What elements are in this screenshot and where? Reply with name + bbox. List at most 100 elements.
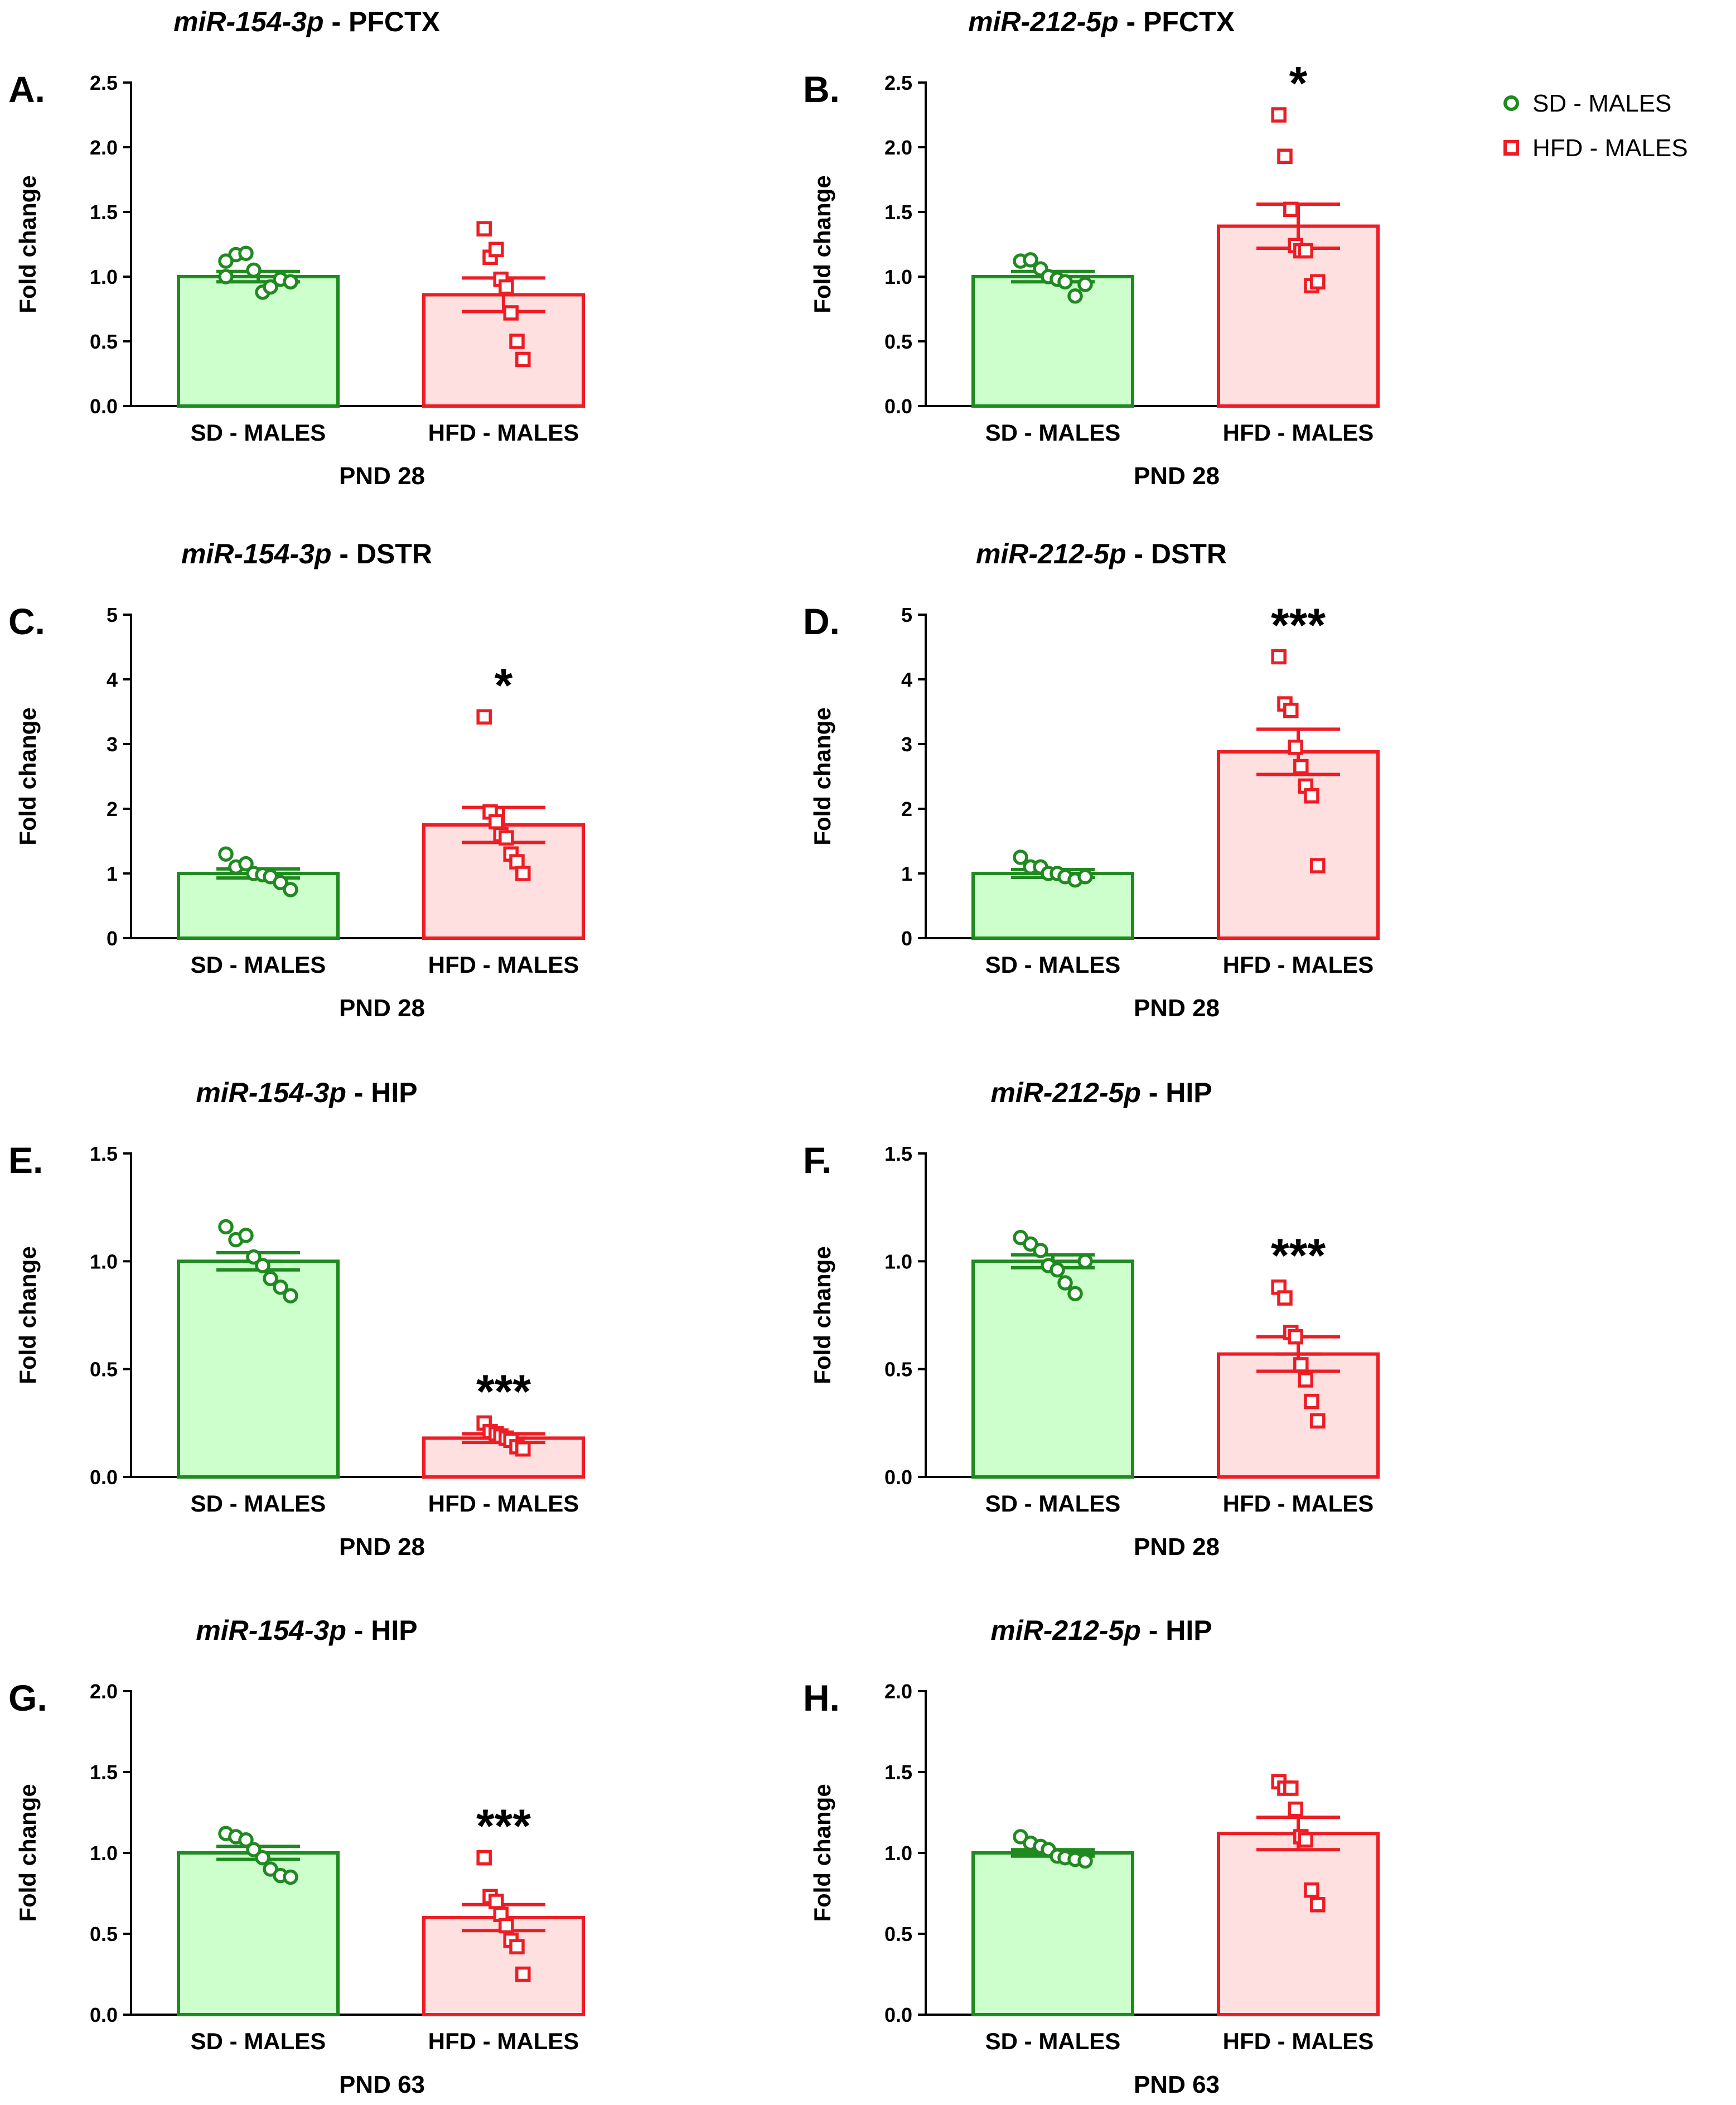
data-point-hfd xyxy=(489,242,504,258)
bar-sd xyxy=(177,1851,340,2016)
y-tick-label: 5 xyxy=(901,604,912,626)
y-tick-label: 3 xyxy=(901,733,912,756)
y-axis-label: Fold change xyxy=(809,175,835,313)
data-point-sd xyxy=(273,875,288,890)
legend: SD - MALES HFD - MALES xyxy=(1503,90,1688,162)
data-point-sd xyxy=(1023,252,1038,268)
data-point-hfd xyxy=(1293,1357,1309,1373)
data-point-hfd xyxy=(1283,702,1299,718)
significance-marker: *** xyxy=(1271,1229,1326,1282)
data-point-hfd xyxy=(1298,1832,1313,1848)
legend-item-sd: SD - MALES xyxy=(1503,90,1671,117)
y-tick-label: 4 xyxy=(107,668,118,691)
data-point-sd xyxy=(283,274,298,290)
data-point-hfd xyxy=(1283,201,1299,218)
x-category-label: SD - MALES xyxy=(191,2028,326,2054)
panel-letter: G. xyxy=(8,1677,47,1718)
panel-title: miR-154-3p - HIP xyxy=(196,1077,417,1108)
x-category-label: HFD - MALES xyxy=(1223,1490,1374,1517)
y-axis-label: Fold change xyxy=(14,707,41,845)
panel-title: miR-154-3p - PFCTX xyxy=(173,6,440,37)
data-point-hfd xyxy=(489,1894,504,1909)
x-category-label: SD - MALES xyxy=(985,2028,1121,2054)
data-point-sd xyxy=(1077,869,1093,885)
data-point-hfd xyxy=(1298,243,1313,259)
significance-marker: *** xyxy=(1271,598,1326,651)
x-category-label: HFD - MALES xyxy=(428,952,579,978)
panel-title: miR-212-5p - HIP xyxy=(990,1077,1212,1108)
data-point-sd xyxy=(1067,1286,1083,1302)
y-tick-label: 2.0 xyxy=(90,1680,118,1703)
x-category-label: HFD - MALES xyxy=(1223,952,1374,978)
significance-marker: *** xyxy=(476,1365,531,1417)
panel-letter: E. xyxy=(8,1140,43,1181)
y-tick-label: 1.0 xyxy=(90,1250,118,1273)
data-point-hfd xyxy=(489,814,504,829)
x-category-label: HFD - MALES xyxy=(428,2028,579,2054)
y-axis-label: Fold change xyxy=(809,707,835,845)
x-axis-label: PND 28 xyxy=(339,994,425,1022)
data-point-sd xyxy=(1077,277,1093,292)
legend-marker-hfd xyxy=(1503,140,1519,156)
data-point-hfd xyxy=(476,1850,492,1866)
x-axis-label: PND 28 xyxy=(1134,462,1220,490)
data-point-sd xyxy=(1067,288,1083,304)
y-axis-label: Fold change xyxy=(14,175,41,313)
chart-panels: miR-154-3p - PFCTX A. 0.0 0.5 1.0 1.5 2.0 2.5 Fo… xyxy=(8,6,1380,2098)
data-point-sd xyxy=(1057,274,1073,290)
data-point-hfd xyxy=(1310,858,1326,873)
chart-panel-a: miR-154-3p - PFCTX A. 0.0 0.5 1.0 1.5 2.0 2.5 Fo… xyxy=(8,6,585,490)
y-tick-label: 3 xyxy=(107,733,118,756)
data-point-hfd xyxy=(1298,1372,1313,1388)
y-tick-label: 0.5 xyxy=(90,330,118,353)
bar-sd xyxy=(177,1259,340,1479)
data-point-sd xyxy=(246,1249,262,1265)
data-point-hfd xyxy=(1283,1780,1299,1796)
data-point-sd xyxy=(283,1869,298,1885)
x-category-label: SD - MALES xyxy=(985,1490,1121,1517)
data-point-sd xyxy=(246,1842,262,1857)
data-point-hfd xyxy=(1304,1393,1319,1409)
x-axis-label: PND 63 xyxy=(1134,2071,1220,2098)
bar-sd xyxy=(177,872,340,940)
chart-panel-b: miR-212-5p - PFCTX B. 0.0 0.5 1.0 1.5 2.0 2.5 Fo… xyxy=(803,6,1380,490)
data-point-hfd xyxy=(1277,148,1293,164)
data-point-sd xyxy=(273,1279,288,1295)
y-tick-label: 0.5 xyxy=(884,1923,912,1945)
y-tick-label: 2 xyxy=(901,798,912,820)
legend-marker-sd xyxy=(1503,95,1519,111)
chart-panel-c: miR-154-3p - DSTR C. 0 1 2 3 4 5 Fold change SD -… xyxy=(8,538,585,1022)
data-point-sd xyxy=(238,1228,254,1243)
panel-title-region: - PFCTX xyxy=(324,6,440,37)
chart-panel-e: miR-154-3p - HIP E. 0.0 0.5 1.0 1.5 Fold chang… xyxy=(8,1077,585,1561)
panel-title-gene: miR-212-5p xyxy=(990,1615,1141,1646)
data-point-sd xyxy=(246,262,262,278)
y-tick-label: 0.0 xyxy=(884,1466,912,1489)
data-point-hfd xyxy=(476,221,492,236)
data-point-hfd xyxy=(515,1966,531,1982)
y-tick-label: 1.0 xyxy=(884,1250,912,1273)
data-point-hfd xyxy=(499,1918,514,1934)
bar-sd xyxy=(971,1851,1134,2016)
significance-marker: * xyxy=(495,659,513,711)
y-tick-label: 4 xyxy=(901,668,912,691)
data-point-hfd xyxy=(515,866,531,881)
legend-label-sd: SD - MALES xyxy=(1532,90,1671,117)
data-point-hfd xyxy=(1304,1882,1319,1898)
data-point-hfd xyxy=(476,709,492,725)
data-point-sd xyxy=(238,245,254,261)
panel-title-region: - HIP xyxy=(1141,1615,1212,1646)
y-tick-label: 1.5 xyxy=(884,1142,912,1165)
data-point-hfd xyxy=(1288,1329,1303,1345)
chart-panel-d: miR-212-5p - DSTR D. 0 1 2 3 4 5 Fold change SD -… xyxy=(803,538,1380,1022)
data-point-sd xyxy=(1077,1253,1093,1269)
legend-label-hfd: HFD - MALES xyxy=(1532,134,1688,162)
bar-sd xyxy=(971,1259,1134,1479)
data-point-hfd xyxy=(515,351,531,368)
y-tick-label: 2 xyxy=(107,798,118,820)
y-tick-label: 0.5 xyxy=(90,1923,118,1945)
x-category-label: HFD - MALES xyxy=(1223,419,1374,446)
data-point-hfd xyxy=(509,334,525,349)
bar-sd xyxy=(971,872,1134,940)
chart-panel-f: miR-212-5p - HIP F. 0.0 0.5 1.0 1.5 Fold chang… xyxy=(803,1077,1380,1561)
